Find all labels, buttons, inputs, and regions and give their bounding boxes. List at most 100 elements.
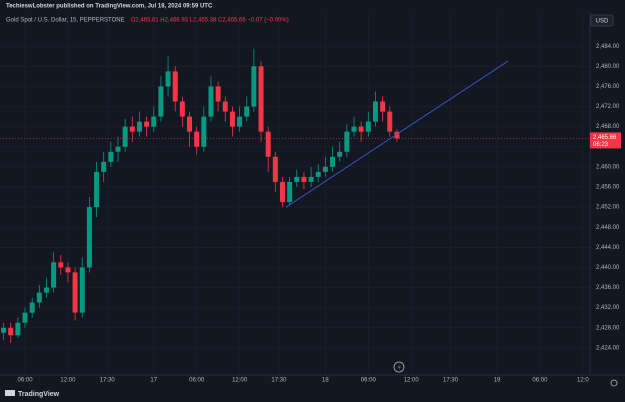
candle-body	[287, 181, 293, 203]
candle-body	[179, 101, 185, 117]
y-tick-label: 2,436.00	[596, 285, 620, 291]
candle-body	[194, 131, 200, 147]
candle-body	[43, 287, 49, 293]
alert-icon[interactable]	[393, 361, 405, 373]
candle-body	[365, 121, 371, 132]
bar-countdown: 06:23	[593, 142, 609, 148]
x-tick-label: 12:00	[60, 378, 76, 384]
candle-body	[187, 116, 193, 132]
y-tick-label: 2,428.00	[596, 325, 620, 331]
x-tick-label: 06:00	[361, 378, 377, 384]
currency[interactable]: USD	[596, 19, 609, 25]
candle-body	[279, 181, 285, 203]
candle-body	[272, 156, 278, 182]
candle-body	[372, 101, 378, 122]
alert-bolt	[397, 364, 401, 370]
y-tick-label: 2,424.00	[596, 345, 620, 351]
y-tick-label: 2,456.00	[596, 185, 620, 191]
candle-body	[208, 86, 214, 117]
candle-body	[79, 267, 85, 313]
candle-body	[65, 267, 71, 273]
y-tick-label: 2,440.00	[596, 265, 620, 271]
candle-body	[322, 166, 328, 172]
candle-body	[258, 66, 264, 132]
candle-body	[251, 66, 257, 107]
settings-icon[interactable]	[610, 379, 618, 387]
candle-body	[301, 176, 307, 182]
candle-body	[229, 111, 235, 127]
y-tick-label: 2,484.00	[596, 44, 620, 50]
candle-body	[151, 116, 157, 127]
price-axis-panel	[590, 12, 625, 375]
candle-body	[237, 116, 243, 127]
candle-body	[101, 161, 107, 172]
publisher-note: TechieswLobster published on TradingView…	[6, 4, 213, 10]
currency-box[interactable]	[590, 14, 614, 27]
candle-body	[330, 156, 336, 167]
x-tick-label: 19	[494, 378, 501, 384]
candle-body	[337, 151, 343, 157]
x-tick-label: 12:00	[232, 378, 248, 384]
candle-body	[86, 207, 92, 268]
y-tick-label: 2,432.00	[596, 305, 620, 311]
candle-body	[129, 126, 135, 132]
trendline	[285, 60, 509, 208]
x-tick-label: 12:0	[577, 378, 589, 384]
candle-body	[115, 146, 121, 152]
y-tick-label: 2,480.00	[596, 64, 620, 70]
logo-text: TradingView	[18, 391, 60, 398]
candle-body	[344, 131, 350, 152]
y-tick-label: 2,468.00	[596, 124, 620, 130]
y-tick-label: 2,452.00	[596, 205, 620, 211]
candle-body	[122, 126, 128, 147]
candle-body	[36, 292, 42, 303]
candle-body	[158, 86, 164, 117]
candle-body	[387, 111, 393, 132]
candle-body	[380, 101, 386, 112]
candle-body	[308, 176, 314, 182]
candle-body	[244, 106, 250, 117]
x-tick-label: 06:00	[189, 378, 205, 384]
candle-body	[201, 116, 207, 147]
candle-body	[22, 312, 28, 323]
plot-area: 06:00 12:00 17:30 17 06:00 12:00 17:30 18 06:00 1…	[0, 12, 590, 384]
x-tick-label: 06:00	[532, 378, 548, 384]
x-tick-label: 17:30	[100, 378, 116, 384]
y-tick-label: 2,444.00	[596, 245, 620, 251]
legend-symbol: Gold Spot / U.S. Dollar, 15, PEPPERSTONE	[6, 18, 125, 24]
candle-body	[108, 151, 114, 162]
last-price-label: 2,465.66	[593, 135, 617, 141]
candle-body	[58, 262, 64, 268]
candle-body	[144, 121, 150, 127]
candle-body	[15, 322, 21, 336]
x-tick-label: 17:30	[271, 378, 287, 384]
x-tick-label: 12:00	[404, 378, 420, 384]
candle-body	[222, 101, 228, 112]
y-tick-label: 2,460.00	[596, 164, 620, 170]
candle-body	[29, 302, 35, 313]
x-tick-label: 06:00	[18, 378, 34, 384]
logo-mark	[5, 390, 15, 396]
candle-body	[8, 327, 14, 336]
candle-body	[165, 71, 171, 87]
y-tick-label: 2,472.00	[596, 104, 620, 110]
x-tick-label: 17	[150, 378, 157, 384]
candle-body	[72, 272, 78, 313]
candle-body	[136, 121, 142, 132]
last-price-box	[590, 132, 621, 149]
candle-body	[172, 71, 178, 102]
y-tick-label: 2,448.00	[596, 225, 620, 231]
candle-body	[351, 126, 357, 132]
x-tick-label: 17:30	[443, 378, 459, 384]
candle-body	[358, 126, 364, 132]
legend-ohlc: O2,465.81 H2,466.93 L2,465.38 C2,465.66 …	[131, 18, 289, 24]
candle-body	[265, 131, 271, 157]
x-tick-label: 18	[322, 378, 329, 384]
y-tick-label: 2,476.00	[596, 84, 620, 90]
candle-body	[51, 262, 57, 288]
candle-body	[1, 327, 7, 333]
candle-body	[294, 176, 300, 182]
